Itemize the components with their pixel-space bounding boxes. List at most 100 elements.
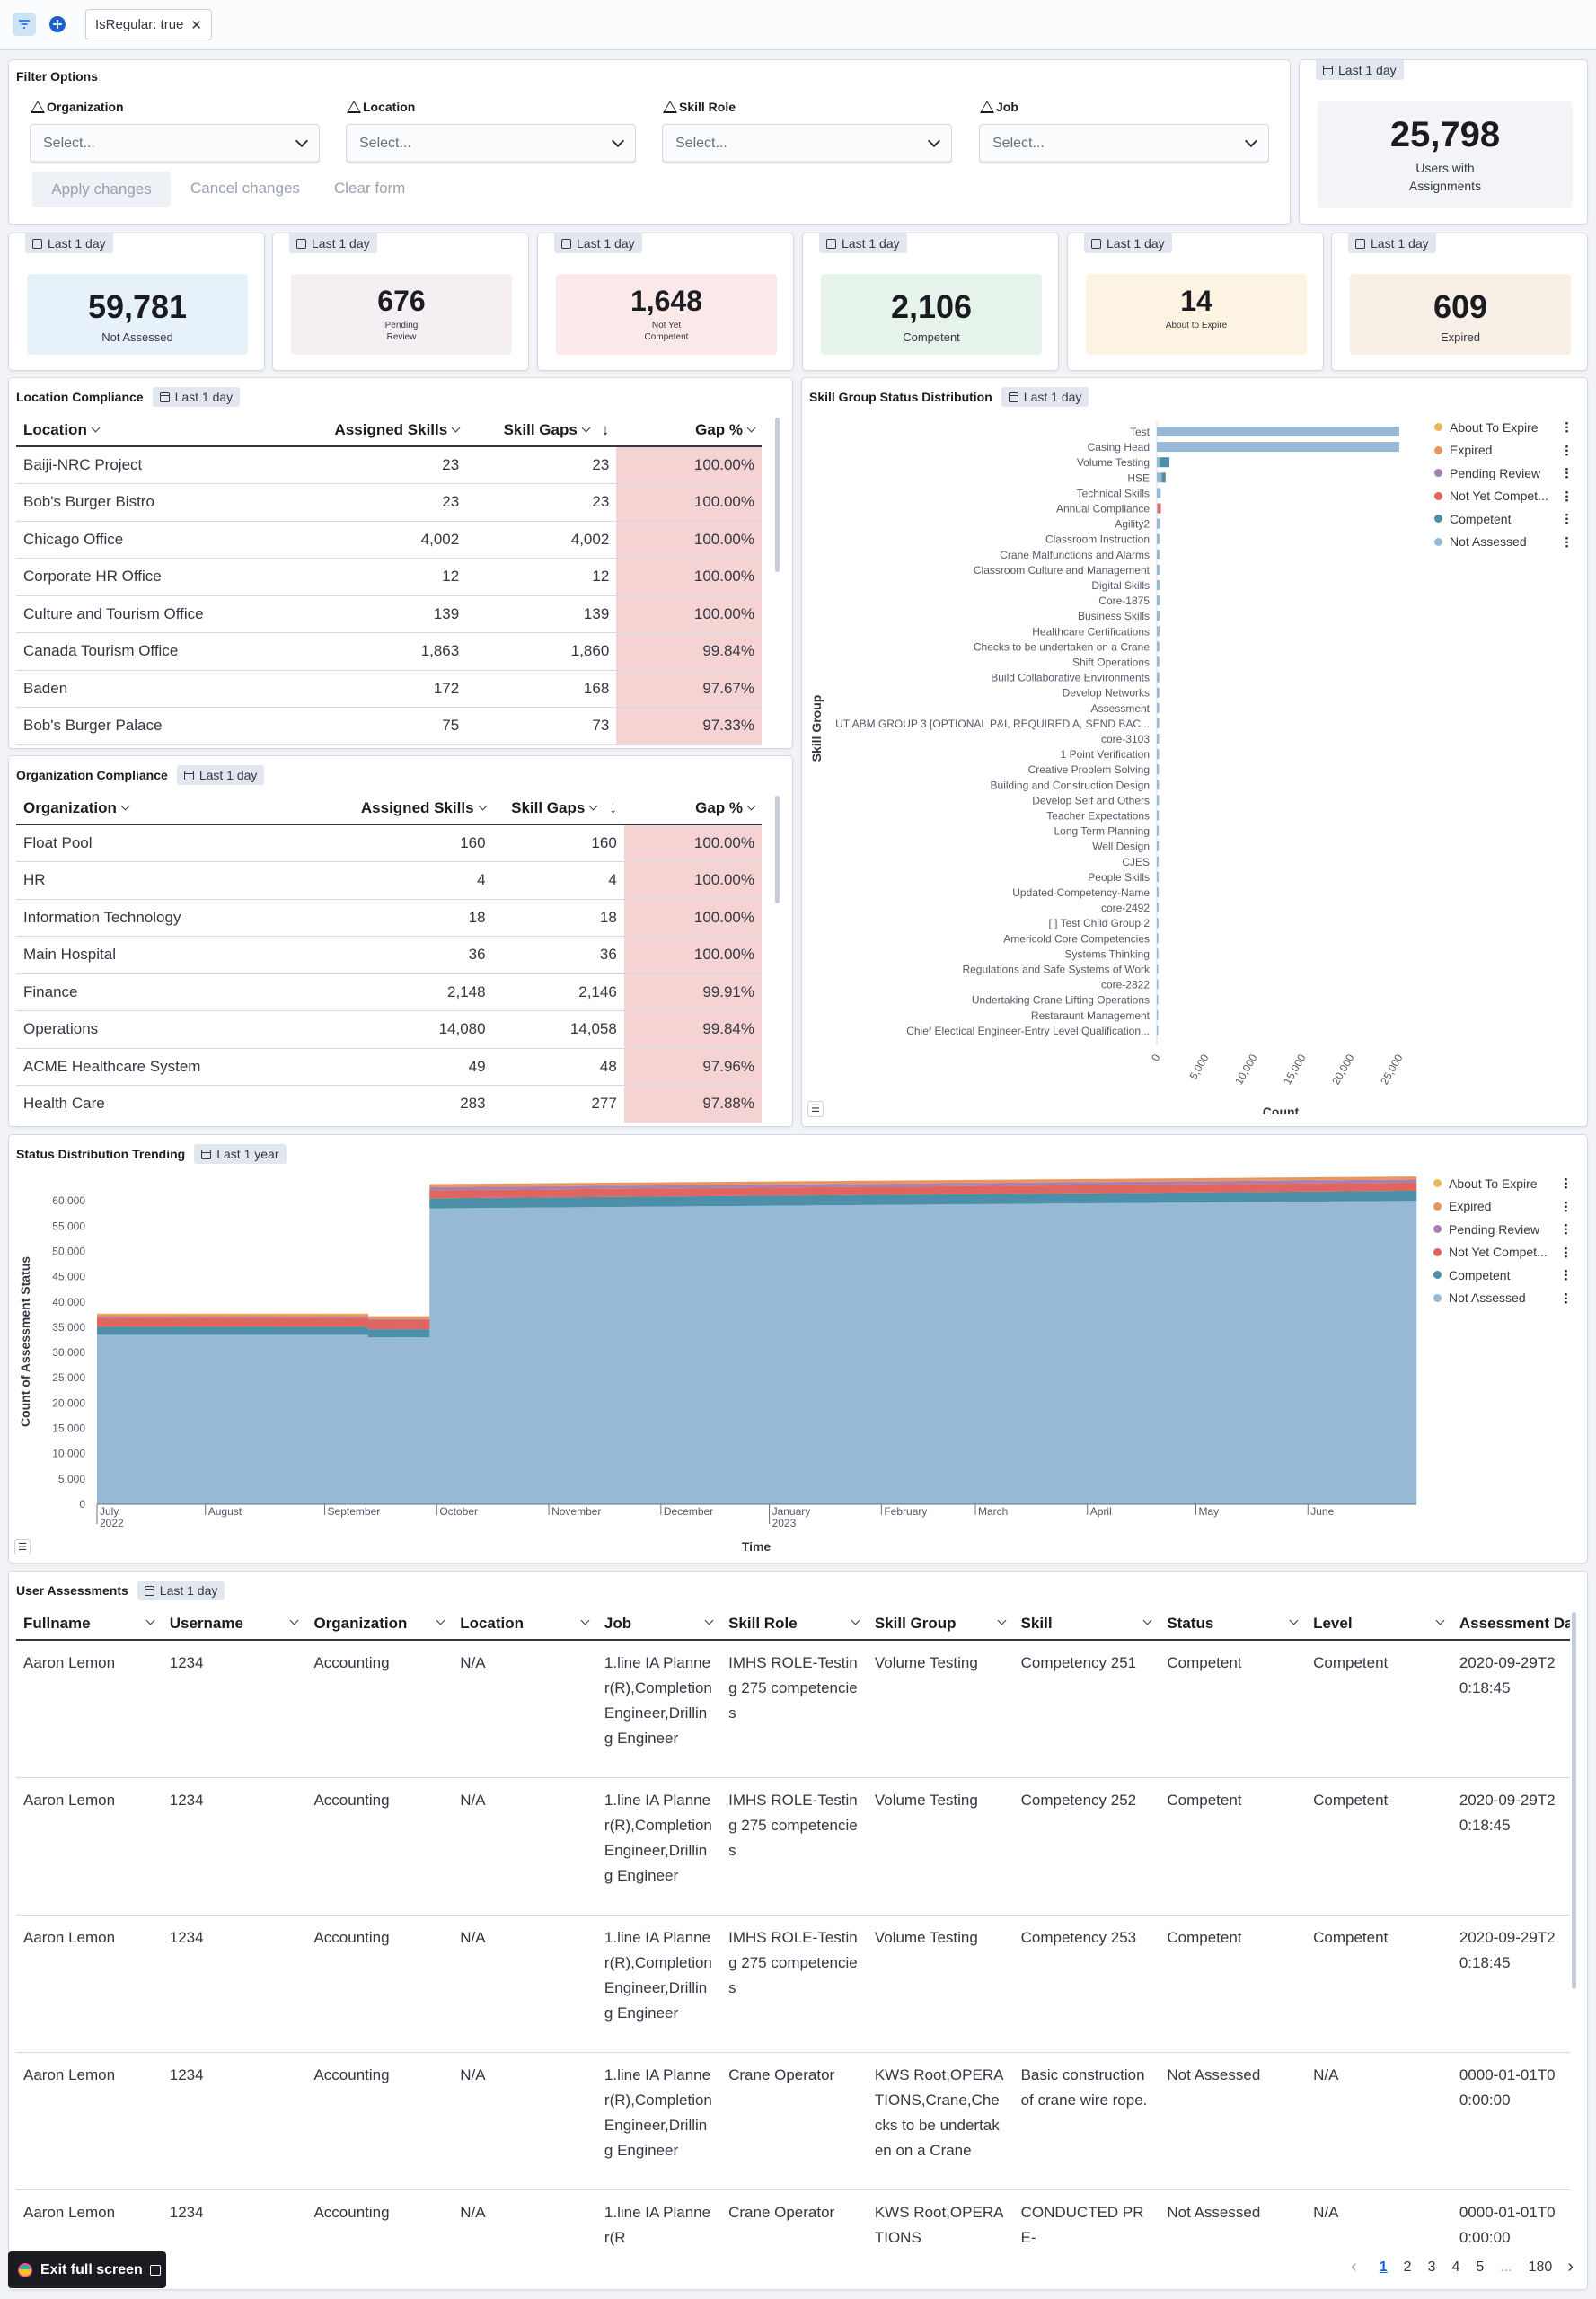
time-badge[interactable]: Last 1 day: [1316, 60, 1404, 80]
bar-segment[interactable]: [1157, 472, 1162, 483]
more-options-icon[interactable]: [1565, 1223, 1567, 1236]
column-header[interactable]: Skill Gaps ↓: [492, 792, 624, 825]
bar-segment[interactable]: [1157, 672, 1160, 683]
bar-segment[interactable]: [1157, 903, 1159, 913]
filter-pill[interactable]: IsRegular: true ✕: [85, 9, 212, 40]
bar-segment[interactable]: [1157, 488, 1161, 498]
page-link[interactable]: 180: [1528, 2259, 1553, 2275]
more-options-icon[interactable]: [1565, 535, 1568, 548]
table-row[interactable]: Aaron Lemon 1234 Accounting N/A 1.line IA Pl…: [16, 2052, 1570, 2190]
bar-segment[interactable]: [1157, 964, 1159, 974]
bar-segment[interactable]: [1157, 564, 1160, 575]
bar-segment[interactable]: [1157, 503, 1159, 514]
more-options-icon[interactable]: [1565, 1200, 1567, 1212]
table-row[interactable]: Main Hospital 36 36 100.00%: [16, 936, 762, 974]
apply-changes-button[interactable]: Apply changes: [32, 172, 171, 207]
bar-segment[interactable]: [1157, 933, 1159, 944]
legend-item[interactable]: Competent: [1434, 507, 1568, 531]
time-badge[interactable]: Last 1 day: [1084, 233, 1172, 253]
bar-segment[interactable]: [1157, 887, 1159, 897]
more-options-icon[interactable]: [1565, 513, 1568, 525]
location-select[interactable]: Select...: [346, 124, 636, 163]
scrollbar[interactable]: [775, 418, 780, 572]
bar-segment[interactable]: [1157, 749, 1160, 760]
sort-arrow-icon[interactable]: ↓: [609, 798, 617, 816]
bar-segment[interactable]: [1160, 457, 1170, 468]
bar-segment[interactable]: [1157, 442, 1399, 453]
bar-segment[interactable]: [1157, 549, 1160, 559]
previous-page-icon[interactable]: ‹: [1351, 2257, 1357, 2277]
legend-item[interactable]: Not Yet Compet...: [1433, 1241, 1567, 1264]
table-row[interactable]: Operations 14,080 14,058 99.84%: [16, 1010, 762, 1049]
table-row[interactable]: Health Care 283 277 97.88%: [16, 1085, 762, 1123]
column-header[interactable]: Assigned Skills: [340, 792, 493, 825]
page-link[interactable]: 5: [1476, 2259, 1485, 2275]
bar-segment[interactable]: [1157, 979, 1159, 990]
table-row[interactable]: Aaron Lemon 1234 Accounting N/A 1.line IA Pl…: [16, 2189, 1570, 2272]
more-options-icon[interactable]: [1565, 467, 1568, 480]
table-row[interactable]: HR 4 4 100.00%: [16, 861, 762, 900]
table-row[interactable]: Bob's Burger Bistro 23 23 100.00%: [16, 483, 762, 522]
time-badge[interactable]: Last 1 day: [176, 765, 265, 785]
column-header[interactable]: Fullname: [16, 1608, 163, 1641]
column-header[interactable]: Organization: [306, 1608, 454, 1641]
more-options-icon[interactable]: [1565, 444, 1568, 456]
legend-item[interactable]: Expired: [1434, 439, 1568, 462]
time-badge[interactable]: Last 1 year: [194, 1144, 287, 1164]
bar-segment[interactable]: [1157, 580, 1160, 590]
bar-segment[interactable]: [1157, 734, 1160, 744]
table-row[interactable]: Aaron Lemon 1234 Accounting N/A 1.line IA Pl…: [16, 1915, 1570, 2053]
table-row[interactable]: Canada Tourism Office 1,863 1,860 99.84%: [16, 632, 762, 671]
column-header[interactable]: Job: [596, 1608, 722, 1641]
bar-segment[interactable]: [1157, 533, 1160, 544]
bar-segment[interactable]: [1157, 948, 1159, 959]
legend-toggle-icon[interactable]: ☰: [807, 1101, 824, 1117]
column-header[interactable]: Assigned Skills: [306, 414, 467, 447]
scrollbar[interactable]: [775, 796, 780, 903]
sort-arrow-icon[interactable]: ↓: [601, 420, 610, 438]
legend-item[interactable]: About To Expire: [1433, 1172, 1567, 1195]
bar-segment[interactable]: [1157, 641, 1160, 652]
bar-segment[interactable]: [1157, 764, 1160, 775]
close-icon[interactable]: ✕: [190, 17, 202, 33]
page-link[interactable]: 1: [1379, 2259, 1388, 2275]
table-row[interactable]: Culture and Tourism Office 139 139 100.00%: [16, 595, 762, 633]
scrollbar[interactable]: [1572, 1612, 1576, 1989]
bar-segment[interactable]: [1157, 718, 1160, 728]
table-row[interactable]: Information Technology 18 18 100.00%: [16, 899, 762, 937]
bar-segment[interactable]: [1157, 994, 1159, 1005]
bar-segment[interactable]: [1157, 871, 1159, 882]
bar-segment[interactable]: [1157, 611, 1160, 621]
table-row[interactable]: Baden 172 168 97.67%: [16, 670, 762, 708]
legend-item[interactable]: Pending Review: [1434, 462, 1568, 485]
bar-segment[interactable]: [1157, 656, 1160, 667]
time-badge[interactable]: Last 1 day: [289, 233, 377, 253]
more-options-icon[interactable]: [1565, 1269, 1567, 1282]
filter-menu-button[interactable]: [13, 13, 36, 36]
legend-item[interactable]: Not Assessed: [1433, 1287, 1567, 1310]
bar-segment[interactable]: [1157, 1025, 1159, 1035]
more-options-icon[interactable]: [1565, 489, 1568, 502]
column-header[interactable]: Location: [16, 414, 307, 447]
more-options-icon[interactable]: [1565, 1177, 1567, 1190]
table-row[interactable]: Float Pool 160 160 100.00%: [16, 824, 762, 862]
table-row[interactable]: ACME Healthcare System 49 48 97.96%: [16, 1048, 762, 1086]
column-header[interactable]: Skill Role: [721, 1608, 868, 1641]
cancel-changes-button[interactable]: Cancel changes: [190, 180, 300, 197]
bar-segment[interactable]: [1157, 918, 1159, 929]
bar-segment[interactable]: [1157, 1009, 1159, 1020]
legend-item[interactable]: About To Expire: [1434, 416, 1568, 439]
time-badge[interactable]: Last 1 day: [1001, 387, 1089, 407]
column-header[interactable]: Organization: [16, 792, 340, 825]
bar-segment[interactable]: [1157, 780, 1160, 790]
page-link[interactable]: 4: [1451, 2259, 1460, 2275]
bar-segment[interactable]: [1157, 457, 1160, 468]
exit-full-screen-button[interactable]: Exit full screen: [8, 2251, 166, 2288]
bar-segment[interactable]: [1157, 687, 1160, 698]
bar-segment[interactable]: [1157, 856, 1159, 867]
time-badge[interactable]: Last 1 day: [137, 1581, 225, 1600]
column-header[interactable]: Status: [1160, 1608, 1307, 1641]
more-options-icon[interactable]: [1565, 421, 1568, 434]
bar-segment[interactable]: [1157, 795, 1160, 806]
table-row[interactable]: Aaron Lemon 1234 Accounting N/A 1.line IA Pl…: [16, 1777, 1570, 1916]
